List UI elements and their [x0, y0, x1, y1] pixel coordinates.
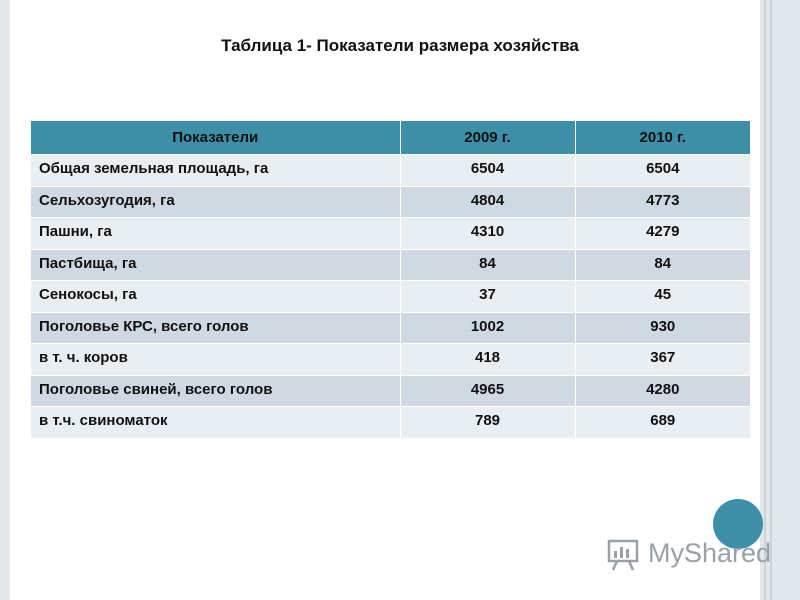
- value-2010: 6504: [575, 154, 750, 186]
- table-row: Пашни, га 4310 4279: [31, 217, 750, 249]
- row-label: Поголовье свиней, всего голов: [31, 374, 401, 407]
- presentation-board-icon: [607, 539, 639, 571]
- value-2010: 689: [575, 406, 750, 438]
- column-header: 2009 г.: [400, 121, 576, 155]
- value-2010: 45: [575, 280, 750, 312]
- table-row: в т. ч. коров 418 367: [31, 343, 750, 375]
- value-2009: 4310: [400, 217, 576, 249]
- row-label: Сельхозугодия, га: [31, 185, 401, 218]
- decorative-circle: [713, 499, 763, 549]
- slide-border-line: [764, 0, 766, 600]
- value-2009: 4965: [400, 374, 576, 407]
- slide-border-line: [770, 0, 772, 600]
- table-row: Сельхозугодия, га 4804 4773: [31, 185, 750, 218]
- column-header: Показатели: [31, 121, 401, 155]
- row-label: Пашни, га: [31, 217, 401, 249]
- table-row: Сенокосы, га 37 45: [31, 280, 750, 312]
- value-2009: 37: [400, 280, 576, 312]
- watermark-text: MyShared: [648, 538, 772, 568]
- row-label: Поголовье КРС, всего голов: [31, 311, 401, 344]
- table-row: Поголовье свиней, всего голов 4965 4280: [31, 374, 750, 407]
- value-2010: 4773: [575, 185, 750, 218]
- value-2009: 6504: [400, 154, 576, 186]
- value-2009: 789: [400, 406, 576, 438]
- row-label: Общая земельная площадь, га: [31, 154, 401, 186]
- table-row: Пастбища, га 84 84: [31, 248, 750, 281]
- table-row: в т.ч. свиноматок 789 689: [31, 406, 750, 438]
- column-header: 2010 г.: [575, 121, 750, 155]
- value-2010: 367: [575, 343, 750, 375]
- value-2010: 930: [575, 311, 750, 344]
- table-title: Таблица 1- Показатели размера хозяйства: [221, 36, 579, 55]
- table-header-row: Показатели 2009 г. 2010 г.: [31, 121, 750, 155]
- value-2009: 84: [400, 248, 576, 281]
- table-row: Общая земельная площадь, га 6504 6504: [31, 154, 750, 186]
- table-row: Поголовье КРС, всего голов 1002 930: [31, 311, 750, 344]
- row-label: Сенокосы, га: [31, 280, 401, 312]
- watermark-logo: MyShared: [606, 536, 771, 572]
- value-2010: 4279: [575, 217, 750, 249]
- row-label: Пастбища, га: [31, 248, 401, 281]
- value-2009: 418: [400, 343, 576, 375]
- value-2009: 1002: [400, 311, 576, 344]
- value-2010: 84: [575, 248, 750, 281]
- row-label: в т.ч. свиноматок: [31, 406, 401, 438]
- value-2009: 4804: [400, 185, 576, 218]
- row-label: в т. ч. коров: [31, 343, 401, 375]
- data-table: Показатели 2009 г. 2010 г. Общая земельн…: [31, 121, 750, 438]
- value-2010: 4280: [575, 374, 750, 407]
